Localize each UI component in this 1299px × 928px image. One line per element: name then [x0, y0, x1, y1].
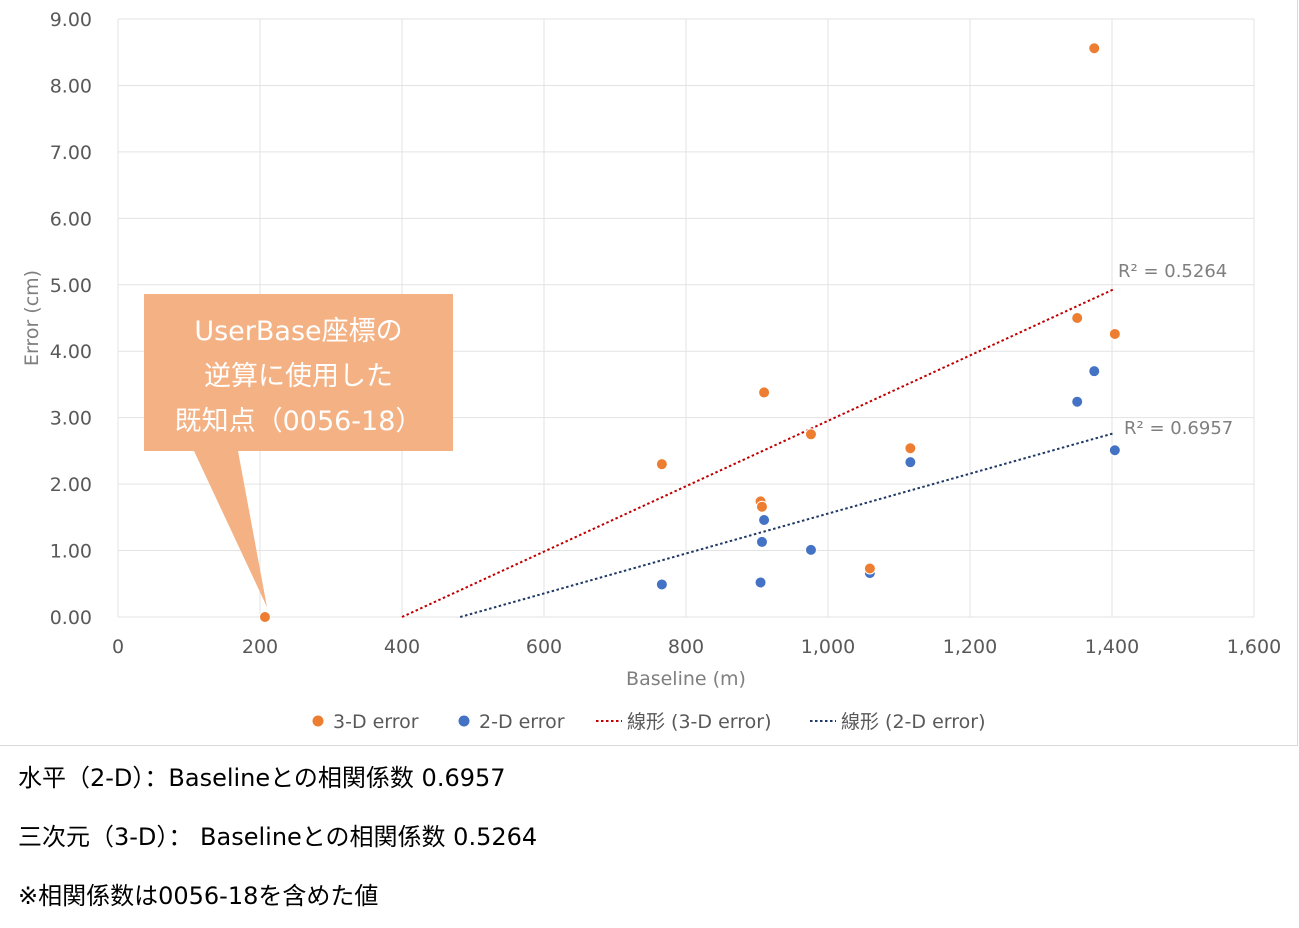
3d-error-point — [1088, 42, 1101, 55]
y-tick-label: 1.00 — [50, 541, 92, 563]
callout-text-line: 既知点（0056-18） — [175, 406, 423, 437]
y-tick-label: 3.00 — [50, 408, 92, 430]
2d-error-point — [758, 513, 771, 526]
note-correlation-remark: ※相関係数は0056-18を含めた値 — [18, 882, 379, 910]
3d-error-point — [758, 386, 771, 399]
y-tick-label: 8.00 — [50, 75, 92, 97]
callout-box — [144, 294, 453, 451]
2d-error-point — [1108, 444, 1121, 457]
r2-label-3d: R² = 0.5264 — [1118, 261, 1227, 282]
3d-error-point — [1071, 312, 1084, 324]
y-tick-label: 2.00 — [50, 474, 92, 496]
3d-error-point — [655, 458, 668, 471]
3d-error-point — [904, 442, 917, 455]
x-tick-label: 1,000 — [801, 636, 855, 658]
y-tick-label: 9.00 — [50, 9, 92, 31]
legend-marker-2d — [458, 715, 470, 727]
y-tick-label: 4.00 — [50, 341, 92, 363]
legend-label-2d: 2-D error — [479, 711, 565, 733]
callout-text-line: 逆算に使用した — [204, 361, 393, 392]
y-axis-title: Error (cm) — [21, 270, 43, 366]
2d-error-point — [1088, 365, 1101, 378]
y-tick-label: 5.00 — [50, 275, 92, 297]
x-tick-label: 600 — [526, 636, 562, 658]
callout-pointer — [194, 451, 267, 607]
y-tick-label: 0.00 — [50, 607, 92, 629]
x-tick-label: 1,200 — [943, 636, 997, 658]
3d-error-point — [863, 562, 876, 575]
chart-frame: 0.00 1.00 2.00 3.00 4.00 5.00 6.00 7.00 8.00 9.00… — [0, 0, 1298, 746]
3d-error-point — [1108, 327, 1121, 340]
x-tick-label: 1,600 — [1227, 636, 1281, 658]
y-tick-label: 7.00 — [50, 142, 92, 164]
legend-label-trend-3d: 線形 (3-D error) — [627, 711, 771, 733]
legend-label-3d: 3-D error — [333, 711, 419, 733]
r2-label-2d: R² = 0.6957 — [1124, 418, 1233, 439]
x-tick-label: 200 — [242, 636, 278, 658]
2d-error-point — [755, 535, 768, 548]
x-tick-label: 1,400 — [1085, 636, 1139, 658]
x-tick-label: 400 — [384, 636, 420, 658]
2d-error-point — [904, 456, 917, 469]
x-axis-title: Baseline (m) — [626, 668, 746, 690]
legend-label-trend-2d: 線形 (2-D error) — [841, 711, 985, 733]
3d-error-point — [755, 500, 768, 513]
note-3d-correlation: 三次元（3-D）： Baselineとの相関係数 0.5264 — [18, 823, 538, 851]
x-tick-label: 800 — [668, 636, 704, 658]
callout-text-line: UserBase座標の — [194, 316, 402, 347]
x-tick-label: 0 — [112, 636, 124, 658]
2d-error-point — [1071, 395, 1084, 408]
note-2d-correlation: 水平（2-D）：Baselineとの相関係数 0.6957 — [18, 764, 506, 792]
scatter-chart: 0.00 1.00 2.00 3.00 4.00 5.00 6.00 7.00 8.00 9.00… — [21, 9, 1281, 733]
y-tick-label: 6.00 — [50, 208, 92, 230]
2d-error-point — [655, 578, 668, 591]
3d-error-point — [258, 611, 271, 623]
trendline-2d — [459, 431, 1116, 618]
2d-error-point — [754, 576, 767, 589]
3d-error-point — [804, 428, 817, 441]
legend-marker-3d — [312, 715, 324, 727]
2d-error-point — [804, 543, 817, 556]
trendline-3d — [401, 287, 1116, 618]
